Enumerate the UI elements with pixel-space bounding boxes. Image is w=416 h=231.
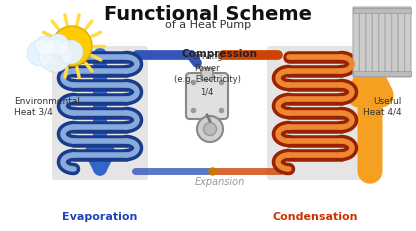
Text: Condensation: Condensation bbox=[272, 211, 358, 221]
Text: Environmental
Heat 3/4: Environmental Heat 3/4 bbox=[14, 97, 80, 116]
FancyBboxPatch shape bbox=[359, 8, 366, 78]
FancyBboxPatch shape bbox=[404, 8, 411, 78]
Text: Compression: Compression bbox=[182, 49, 258, 59]
Circle shape bbox=[197, 116, 223, 142]
Circle shape bbox=[39, 41, 71, 73]
FancyBboxPatch shape bbox=[392, 8, 398, 78]
FancyBboxPatch shape bbox=[353, 72, 411, 77]
FancyBboxPatch shape bbox=[186, 74, 228, 119]
Text: of a Heat Pump: of a Heat Pump bbox=[165, 20, 251, 30]
Circle shape bbox=[47, 35, 69, 57]
Circle shape bbox=[52, 27, 92, 67]
FancyBboxPatch shape bbox=[372, 8, 379, 78]
Text: Driving
Power
(e.g. Electricity)
1/4: Driving Power (e.g. Electricity) 1/4 bbox=[173, 52, 240, 96]
Circle shape bbox=[59, 41, 83, 65]
Text: Evaporation: Evaporation bbox=[62, 211, 138, 221]
FancyBboxPatch shape bbox=[379, 8, 385, 78]
Circle shape bbox=[35, 37, 55, 57]
Circle shape bbox=[27, 41, 53, 67]
FancyBboxPatch shape bbox=[398, 8, 404, 78]
FancyBboxPatch shape bbox=[201, 69, 213, 81]
Text: Expansion: Expansion bbox=[195, 176, 245, 186]
Circle shape bbox=[39, 41, 71, 73]
FancyBboxPatch shape bbox=[353, 8, 359, 78]
FancyBboxPatch shape bbox=[366, 8, 372, 78]
Text: Useful
Heat 4/4: Useful Heat 4/4 bbox=[363, 97, 402, 116]
Circle shape bbox=[203, 123, 216, 136]
FancyBboxPatch shape bbox=[385, 8, 392, 78]
Text: Functional Scheme: Functional Scheme bbox=[104, 4, 312, 23]
Circle shape bbox=[27, 41, 53, 67]
Circle shape bbox=[47, 35, 69, 57]
FancyBboxPatch shape bbox=[267, 47, 363, 180]
FancyBboxPatch shape bbox=[52, 47, 148, 180]
Circle shape bbox=[35, 37, 55, 57]
FancyBboxPatch shape bbox=[353, 9, 411, 14]
Circle shape bbox=[59, 41, 83, 65]
